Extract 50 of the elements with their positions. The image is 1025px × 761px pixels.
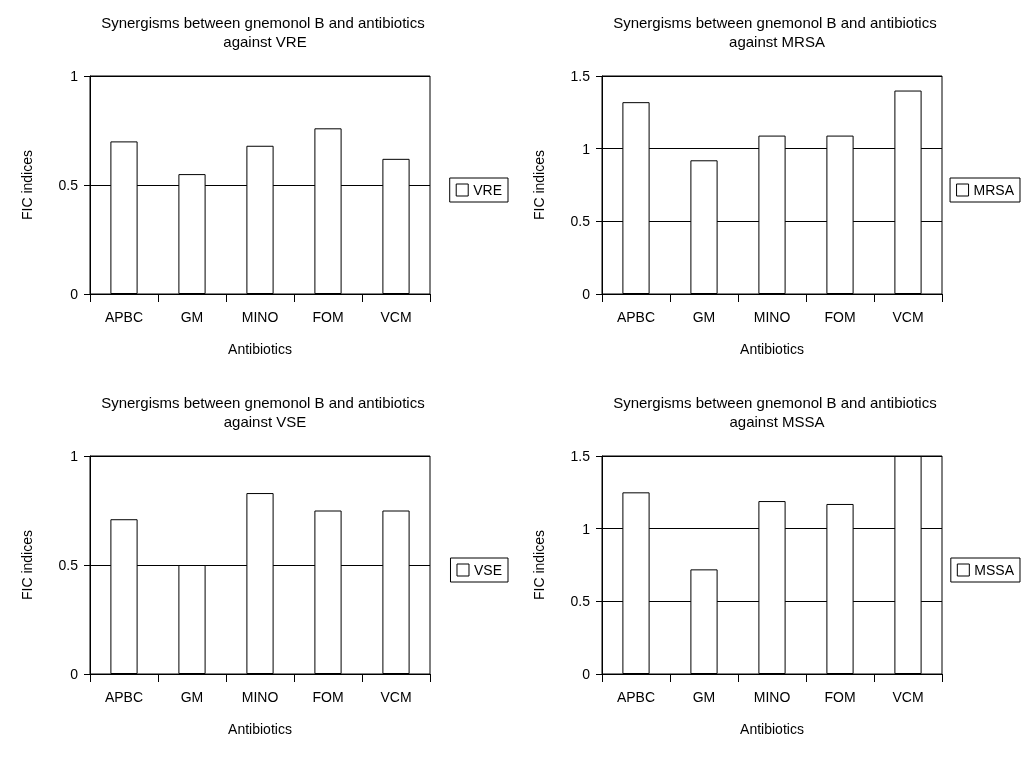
y-tick-label: 1 bbox=[582, 520, 591, 537]
x-axis-title: Antibiotics bbox=[740, 721, 804, 737]
x-tick-label: GM bbox=[180, 689, 204, 705]
y-tick-label: 1.5 bbox=[570, 68, 591, 84]
y-tick-label: 1 bbox=[70, 448, 79, 464]
y-tick-label: 0.5 bbox=[570, 213, 591, 230]
x-tick-label: APBC bbox=[104, 689, 144, 705]
x-axis-title: Antibiotics bbox=[740, 341, 804, 357]
x-tick-label: MINO bbox=[241, 689, 279, 705]
y-tick-label: 0.5 bbox=[58, 557, 79, 573]
y-axis-title: FIC indices bbox=[19, 149, 35, 221]
x-tick-label: APBC bbox=[616, 689, 656, 705]
y-tick-label: 0 bbox=[582, 286, 591, 302]
y-tick-label: 0.5 bbox=[570, 593, 591, 610]
y-tick-label: 1.5 bbox=[570, 448, 591, 464]
x-tick-label: GM bbox=[692, 689, 716, 705]
chart-title: Synergisms between gnemonol B and antibiotics against MSSA bbox=[613, 394, 941, 430]
y-tick-label: 1 bbox=[582, 140, 591, 157]
x-axis-title: Antibiotics bbox=[228, 721, 292, 737]
x-tick-label: VCM bbox=[892, 689, 924, 705]
y-tick-label: 0 bbox=[582, 666, 591, 682]
y-axis-title: FIC indices bbox=[531, 529, 547, 601]
x-tick-label: VCM bbox=[892, 309, 924, 325]
x-tick-label: FOM bbox=[824, 689, 856, 705]
chart-title: Synergisms between gnemonol B and antibiotics against VRE bbox=[101, 14, 429, 50]
legend-label: MRSA bbox=[973, 182, 1015, 198]
chart-title: Synergisms between gnemonol B and antibiotics against MRSA bbox=[613, 14, 941, 50]
x-tick-label: APBC bbox=[616, 309, 656, 325]
y-tick-label: 0.5 bbox=[58, 177, 79, 193]
x-tick-label: FOM bbox=[312, 309, 344, 325]
x-tick-label: MINO bbox=[241, 309, 279, 325]
legend-label: VSE bbox=[473, 562, 502, 578]
x-tick-label: MINO bbox=[753, 689, 791, 705]
y-tick-label: 1 bbox=[70, 68, 79, 84]
x-tick-label: GM bbox=[180, 309, 204, 325]
x-tick-label: MINO bbox=[753, 309, 791, 325]
x-tick-label: APBC bbox=[104, 309, 144, 325]
x-tick-label: FOM bbox=[824, 309, 856, 325]
y-tick-label: 0 bbox=[70, 666, 79, 682]
y-axis-title: FIC indices bbox=[19, 529, 35, 601]
x-tick-label: VCM bbox=[380, 689, 412, 705]
chart-title: Synergisms between gnemonol B and antibiotics against VSE bbox=[101, 394, 429, 430]
y-axis-title: FIC indices bbox=[531, 149, 547, 221]
x-tick-label: GM bbox=[692, 309, 716, 325]
legend-label: MSSA bbox=[974, 562, 1015, 578]
x-tick-label: VCM bbox=[380, 309, 412, 325]
legend-label: VRE bbox=[473, 182, 503, 198]
y-tick-label: 0 bbox=[70, 286, 79, 302]
x-axis-title: Antibiotics bbox=[228, 341, 292, 357]
x-tick-label: FOM bbox=[312, 689, 344, 705]
